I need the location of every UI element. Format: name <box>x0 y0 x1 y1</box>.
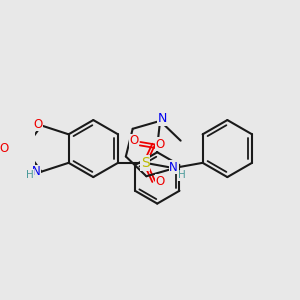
Text: O: O <box>155 138 164 151</box>
Text: N: N <box>32 165 41 178</box>
Text: O: O <box>33 118 43 130</box>
Text: O: O <box>155 175 164 188</box>
Text: H: H <box>178 170 185 180</box>
Text: S: S <box>141 156 149 170</box>
Text: N: N <box>169 160 178 174</box>
Text: O: O <box>0 142 8 155</box>
Text: H: H <box>26 169 33 179</box>
Text: O: O <box>129 134 139 147</box>
Text: N: N <box>158 112 167 125</box>
